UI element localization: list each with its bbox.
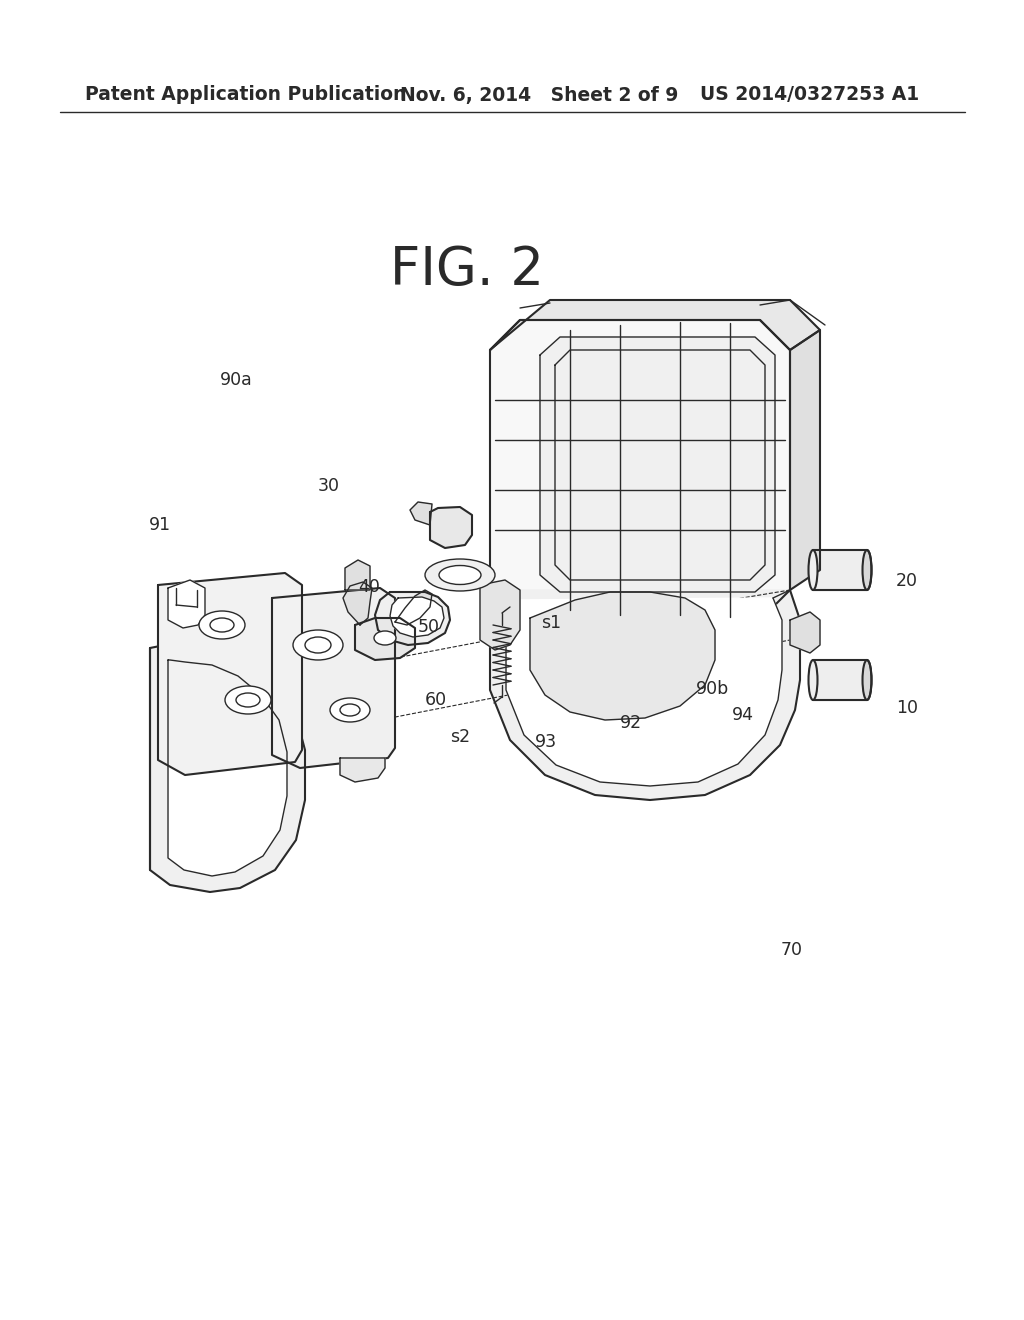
Ellipse shape — [374, 631, 396, 645]
Polygon shape — [430, 507, 472, 548]
Polygon shape — [540, 337, 775, 591]
Polygon shape — [506, 598, 782, 785]
Text: 50: 50 — [418, 618, 439, 636]
Ellipse shape — [862, 660, 871, 700]
Text: 90a: 90a — [220, 371, 253, 389]
Polygon shape — [168, 579, 205, 628]
Ellipse shape — [225, 686, 271, 714]
Polygon shape — [375, 591, 450, 645]
Text: 93: 93 — [535, 733, 557, 751]
Text: 10: 10 — [896, 698, 918, 717]
Ellipse shape — [330, 698, 370, 722]
Polygon shape — [530, 591, 715, 719]
Ellipse shape — [809, 550, 817, 590]
Polygon shape — [343, 582, 372, 624]
Polygon shape — [490, 300, 820, 350]
Text: 90b: 90b — [696, 680, 729, 698]
Text: 60: 60 — [425, 690, 447, 709]
Polygon shape — [150, 644, 305, 892]
Ellipse shape — [293, 630, 343, 660]
Text: Nov. 6, 2014   Sheet 2 of 9: Nov. 6, 2014 Sheet 2 of 9 — [400, 86, 678, 104]
Text: 94: 94 — [732, 706, 754, 725]
Text: Patent Application Publication: Patent Application Publication — [85, 86, 407, 104]
Ellipse shape — [340, 704, 360, 715]
Ellipse shape — [862, 550, 871, 590]
Polygon shape — [490, 590, 800, 800]
Polygon shape — [813, 660, 867, 700]
Ellipse shape — [425, 558, 495, 591]
Text: 20: 20 — [896, 572, 918, 590]
Polygon shape — [790, 330, 820, 590]
Polygon shape — [345, 560, 370, 590]
Polygon shape — [168, 660, 287, 876]
Polygon shape — [158, 573, 302, 775]
Polygon shape — [410, 502, 432, 525]
Ellipse shape — [439, 565, 481, 585]
Ellipse shape — [809, 660, 817, 700]
Text: 30: 30 — [317, 477, 339, 495]
Text: 70: 70 — [780, 941, 802, 960]
Polygon shape — [390, 597, 444, 638]
Ellipse shape — [210, 618, 234, 632]
Text: s2: s2 — [451, 727, 471, 746]
Text: FIG. 2: FIG. 2 — [390, 244, 544, 296]
Ellipse shape — [305, 638, 331, 653]
Polygon shape — [813, 550, 867, 590]
Polygon shape — [480, 579, 520, 649]
Polygon shape — [490, 319, 790, 620]
Text: 40: 40 — [358, 578, 380, 597]
Ellipse shape — [236, 693, 260, 708]
Polygon shape — [340, 758, 385, 781]
Ellipse shape — [199, 611, 245, 639]
Text: s1: s1 — [541, 614, 561, 632]
Text: US 2014/0327253 A1: US 2014/0327253 A1 — [700, 86, 920, 104]
Text: 91: 91 — [148, 516, 171, 535]
Text: 92: 92 — [620, 714, 642, 733]
Polygon shape — [272, 587, 395, 768]
Polygon shape — [355, 618, 415, 660]
Polygon shape — [395, 590, 432, 624]
Polygon shape — [790, 612, 820, 653]
